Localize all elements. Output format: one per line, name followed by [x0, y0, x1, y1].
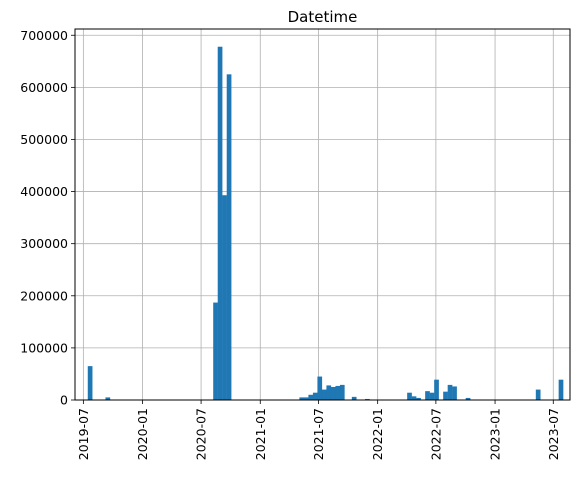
x-tick-label: 2022-01 [370, 408, 385, 460]
histogram-bar [443, 391, 448, 400]
histogram-bar [351, 396, 357, 400]
histogram-bar [452, 386, 457, 400]
histogram-bar [434, 379, 439, 400]
histogram-bar [326, 385, 332, 400]
histogram-bar [226, 74, 232, 401]
chart-title: Datetime [288, 8, 358, 26]
y-tick-label: 600000 [20, 80, 68, 95]
histogram-bar [87, 366, 93, 400]
y-tick-label: 300000 [20, 236, 68, 251]
histogram-bar [411, 396, 417, 400]
x-axis: 2019-07 2020-01 2020-07 2021-01 2021-07 2022-… [76, 400, 561, 460]
histogram-bar [299, 397, 305, 400]
x-tick-label: 2021-01 [253, 408, 268, 460]
histogram-bar [465, 397, 471, 400]
x-tick-label: 2019-07 [76, 408, 91, 460]
histogram-bar [335, 385, 341, 400]
grid-lines [75, 29, 570, 401]
bars [87, 46, 564, 401]
histogram-bar [330, 386, 336, 400]
y-tick-label: 500000 [20, 132, 68, 147]
histogram-bar [217, 46, 223, 400]
histogram-bar [447, 384, 453, 400]
histogram-bar [429, 392, 435, 400]
histogram-bar [425, 391, 430, 400]
plot-frame [74, 28, 571, 401]
x-tick-label: 2021-07 [311, 408, 326, 460]
x-tick-label: 2023-01 [488, 408, 503, 460]
histogram-bar [213, 302, 218, 400]
histogram-bar [312, 392, 318, 400]
y-tick-label: 200000 [20, 288, 68, 303]
y-tick-label: 700000 [20, 28, 68, 43]
y-tick-label: 100000 [20, 340, 68, 355]
histogram-bar [339, 384, 345, 400]
histogram-bar [365, 398, 370, 400]
x-tick-label: 2020-07 [194, 408, 209, 460]
x-tick-label: 2022-07 [428, 408, 443, 460]
x-tick-label: 2023-07 [546, 408, 561, 460]
histogram-bar [535, 389, 541, 400]
histogram-bar [321, 389, 327, 400]
y-tick-label: 400000 [20, 184, 68, 199]
histogram-bar [407, 392, 412, 400]
x-tick-label: 2020-01 [135, 408, 150, 460]
histogram-bar [317, 376, 323, 400]
histogram-bar [222, 195, 227, 400]
histogram-bar [105, 397, 111, 400]
histogram-bar [416, 397, 421, 400]
y-axis: 0 100000 200000 300000 400000 500000 600000 700… [20, 28, 75, 408]
histogram-bar [308, 394, 314, 400]
histogram-bar [303, 397, 309, 400]
histogram-bar [558, 379, 564, 400]
y-tick-label: 0 [60, 393, 68, 408]
